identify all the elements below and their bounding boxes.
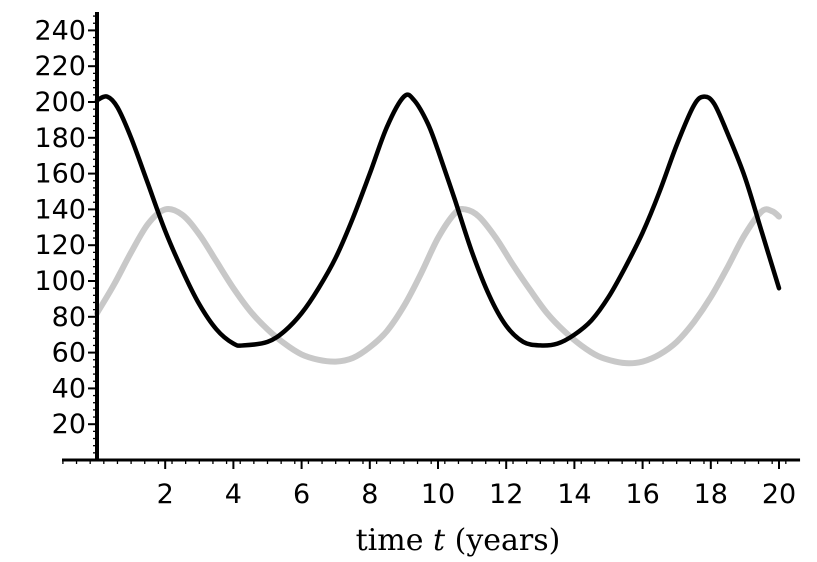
y-tick-label: 200 xyxy=(34,87,86,118)
x-tick-label: 10 xyxy=(421,479,455,510)
x-tick-label: 2 xyxy=(157,479,174,510)
x-axis-title-suffix: (years) xyxy=(445,523,560,558)
x-axis-ticks: 2 4 6 8 10 12 14 16 18 20 xyxy=(157,460,796,510)
x-tick-label: 14 xyxy=(557,479,591,510)
y-tick-label: 100 xyxy=(34,266,86,297)
x-axis-title: time t (years) xyxy=(356,523,561,558)
x-tick-label: 6 xyxy=(293,479,310,510)
y-axis-ticks: 20 40 60 80 100 120 140 160 180 200 220 240 xyxy=(34,15,97,440)
y-tick-label: 140 xyxy=(34,194,86,225)
x-tick-label: 4 xyxy=(225,479,242,510)
y-tick-label: 180 xyxy=(34,123,86,154)
y-tick-label: 160 xyxy=(34,159,86,190)
y-tick-label: 60 xyxy=(52,338,86,369)
x-axis-title-variable: t xyxy=(433,523,446,558)
y-tick-label: 40 xyxy=(52,373,86,404)
y-tick-label: 20 xyxy=(52,409,86,440)
x-tick-label: 12 xyxy=(489,479,523,510)
x-axis-title-prefix: time xyxy=(356,523,433,558)
x-tick-label: 20 xyxy=(762,479,796,510)
y-tick-label: 80 xyxy=(52,302,86,333)
x-tick-label: 8 xyxy=(361,479,378,510)
x-tick-label: 18 xyxy=(694,479,728,510)
x-tick-label: 16 xyxy=(625,479,659,510)
y-tick-label: 220 xyxy=(34,51,86,82)
series-layer xyxy=(94,92,782,367)
y-tick-label: 120 xyxy=(34,230,86,261)
series-2-line xyxy=(94,92,782,348)
series-1-line xyxy=(94,206,782,367)
y-tick-label: 240 xyxy=(34,15,86,46)
